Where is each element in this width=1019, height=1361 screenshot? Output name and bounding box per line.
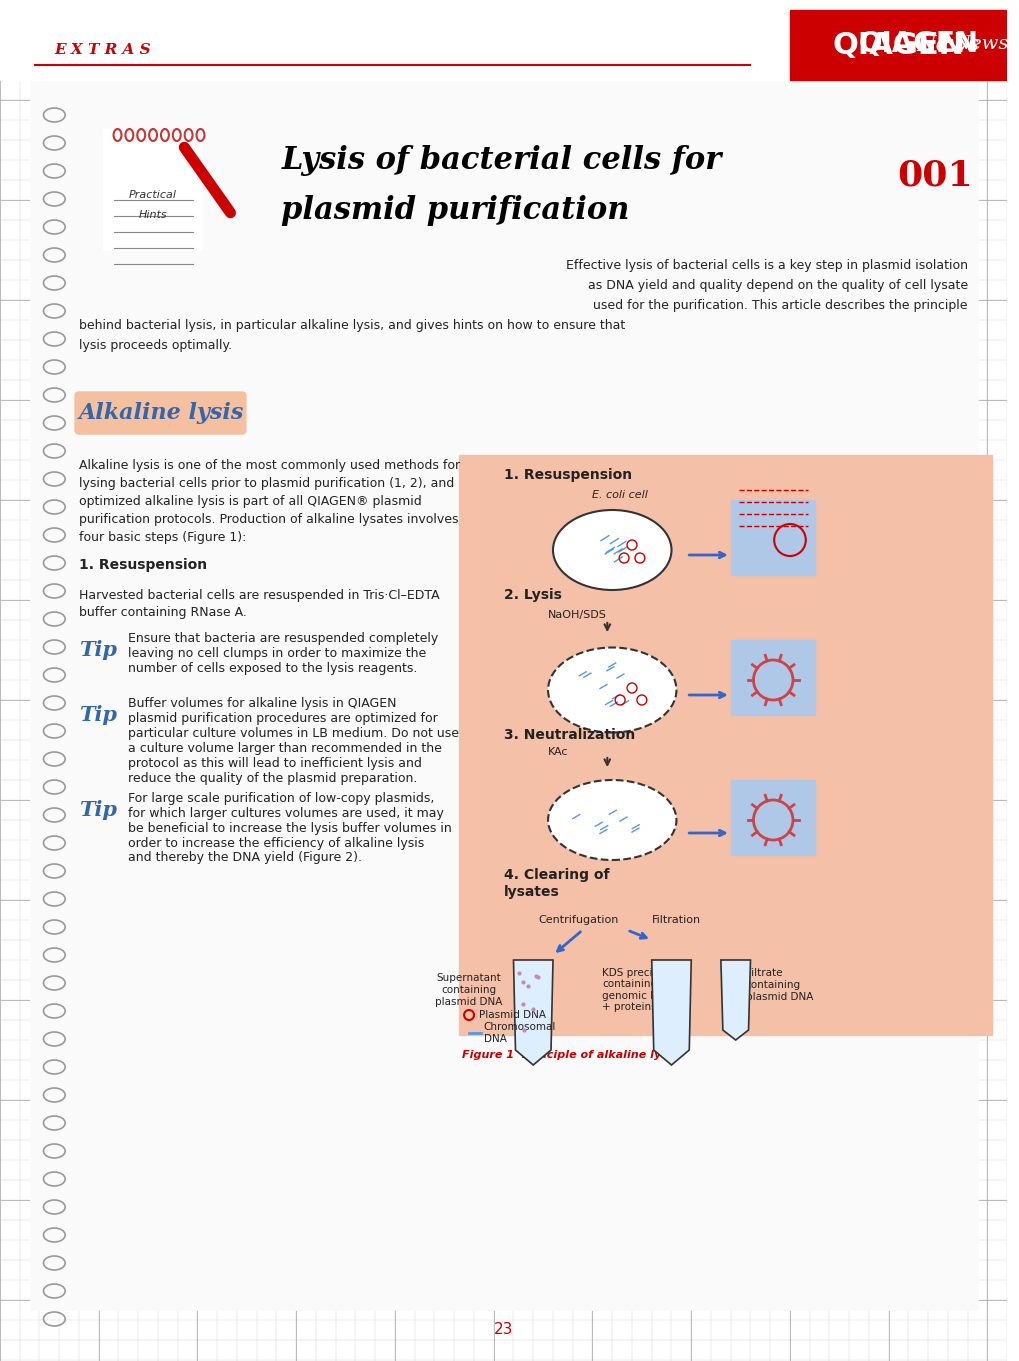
- Text: 4. Clearing of: 4. Clearing of: [503, 868, 608, 882]
- Text: four basic steps (Figure 1):: four basic steps (Figure 1):: [78, 531, 247, 543]
- Text: lysing bacterial cells prior to plasmid purification (1, 2), and: lysing bacterial cells prior to plasmid …: [78, 476, 453, 490]
- Text: Figure 1  Principle of alkaline lysis: Figure 1 Principle of alkaline lysis: [462, 1049, 678, 1060]
- Text: and thereby the DNA yield (Figure 2).: and thereby the DNA yield (Figure 2).: [128, 852, 362, 864]
- Text: plasmid purification: plasmid purification: [281, 195, 629, 226]
- Text: Harvested bacterial cells are resuspended in Tris·Cl–EDTA: Harvested bacterial cells are resuspende…: [78, 588, 439, 602]
- Text: KAc: KAc: [547, 747, 568, 757]
- Text: For large scale purification of low-copy plasmids,: For large scale purification of low-copy…: [128, 792, 434, 804]
- Text: leaving no cell clumps in order to maximize the: leaving no cell clumps in order to maxim…: [128, 646, 426, 660]
- Bar: [790, 10, 1006, 80]
- Text: buffer containing RNase A.: buffer containing RNase A.: [78, 606, 247, 618]
- Text: NaOH/SDS: NaOH/SDS: [547, 610, 606, 621]
- Bar: [730, 780, 814, 855]
- Text: Tip: Tip: [78, 800, 117, 819]
- Text: Centrifugation: Centrifugation: [538, 915, 618, 925]
- Text: as DNA yield and quality depend on the quality of cell lysate: as DNA yield and quality depend on the q…: [587, 279, 967, 291]
- Polygon shape: [720, 960, 750, 1040]
- Text: News: News: [952, 35, 1008, 53]
- Text: Buffer volumes for alkaline lysis in QIAGEN: Buffer volumes for alkaline lysis in QIA…: [128, 697, 396, 709]
- Text: Plasmid DNA: Plasmid DNA: [479, 1010, 545, 1019]
- Text: reduce the quality of the plasmid preparation.: reduce the quality of the plasmid prepar…: [128, 772, 418, 784]
- Text: order to increase the efficiency of alkaline lysis: order to increase the efficiency of alka…: [128, 837, 424, 849]
- Text: Filtration: Filtration: [651, 915, 700, 925]
- Text: 1. Resuspension: 1. Resuspension: [503, 468, 631, 482]
- Ellipse shape: [552, 510, 671, 591]
- Text: Ensure that bacteria are resuspended completely: Ensure that bacteria are resuspended com…: [128, 632, 438, 645]
- FancyArrowPatch shape: [184, 147, 230, 212]
- Text: 1. Resuspension: 1. Resuspension: [78, 558, 207, 572]
- Text: QIAGEN: QIAGEN: [832, 30, 964, 60]
- Text: Alkaline lysis: Alkaline lysis: [78, 401, 244, 425]
- Bar: [730, 499, 814, 574]
- Polygon shape: [513, 960, 552, 1066]
- Text: used for the purification. This article describes the principle: used for the purification. This article …: [593, 298, 967, 312]
- Text: Chromosomal
DNA: Chromosomal DNA: [483, 1022, 555, 1044]
- Text: Practical: Practical: [129, 191, 177, 200]
- Text: a culture volume larger than recommended in the: a culture volume larger than recommended…: [128, 742, 442, 754]
- Text: protocol as this will lead to inefficient lysis and: protocol as this will lead to inefficien…: [128, 757, 422, 769]
- Text: Effective lysis of bacterial cells is a key step in plasmid isolation: Effective lysis of bacterial cells is a …: [566, 259, 967, 271]
- Text: Tip: Tip: [78, 640, 117, 660]
- Text: 001: 001: [896, 158, 972, 192]
- Text: particular culture volumes in LB medium. Do not use: particular culture volumes in LB medium.…: [128, 727, 459, 739]
- FancyBboxPatch shape: [75, 392, 246, 434]
- Text: be beneficial to increase the lysis buffer volumes in: be beneficial to increase the lysis buff…: [128, 822, 451, 834]
- Text: Supernatant
containing
plasmid DNA: Supernatant containing plasmid DNA: [435, 973, 502, 1007]
- Text: E. coli cell: E. coli cell: [592, 490, 648, 499]
- Bar: [730, 640, 814, 715]
- Ellipse shape: [547, 648, 676, 732]
- Text: lysates: lysates: [503, 885, 558, 900]
- Text: purification protocols. Production of alkaline lysates involves: purification protocols. Production of al…: [78, 513, 459, 525]
- Bar: [459, 455, 991, 1034]
- Text: Lysis of bacterial cells for: Lysis of bacterial cells for: [281, 144, 721, 176]
- Text: KDS precipitate
containing
genomic DNA
+ proteins: KDS precipitate containing genomic DNA +…: [602, 968, 683, 1013]
- Text: E X T R A S: E X T R A S: [54, 44, 151, 57]
- Text: lysis proceeds optimally.: lysis proceeds optimally.: [78, 339, 232, 351]
- Text: number of cells exposed to the lysis reagents.: number of cells exposed to the lysis rea…: [128, 661, 418, 675]
- Bar: [104, 131, 202, 250]
- Text: 3. Neutralization: 3. Neutralization: [503, 728, 634, 742]
- Text: optimized alkaline lysis is part of all QIAGEN® plasmid: optimized alkaline lysis is part of all …: [78, 494, 421, 508]
- Text: Tip: Tip: [78, 705, 117, 725]
- Polygon shape: [651, 960, 691, 1066]
- Text: Alkaline lysis is one of the most commonly used methods for: Alkaline lysis is one of the most common…: [78, 459, 460, 471]
- Text: plasmid purification procedures are optimized for: plasmid purification procedures are opti…: [128, 712, 438, 724]
- Text: behind bacterial lysis, in particular alkaline lysis, and gives hints on how to : behind bacterial lysis, in particular al…: [78, 318, 625, 332]
- Text: 2. Lysis: 2. Lysis: [503, 588, 560, 602]
- Text: Filtrate
containing
plasmid DNA: Filtrate containing plasmid DNA: [745, 969, 812, 1002]
- Ellipse shape: [547, 780, 676, 860]
- Bar: [0, 0, 1006, 80]
- Text: QIAGEN: QIAGEN: [858, 30, 978, 59]
- Text: News: News: [916, 34, 978, 56]
- Text: 23: 23: [493, 1323, 513, 1338]
- Text: Hints: Hints: [139, 210, 167, 220]
- Text: for which larger cultures volumes are used, it may: for which larger cultures volumes are us…: [128, 807, 444, 819]
